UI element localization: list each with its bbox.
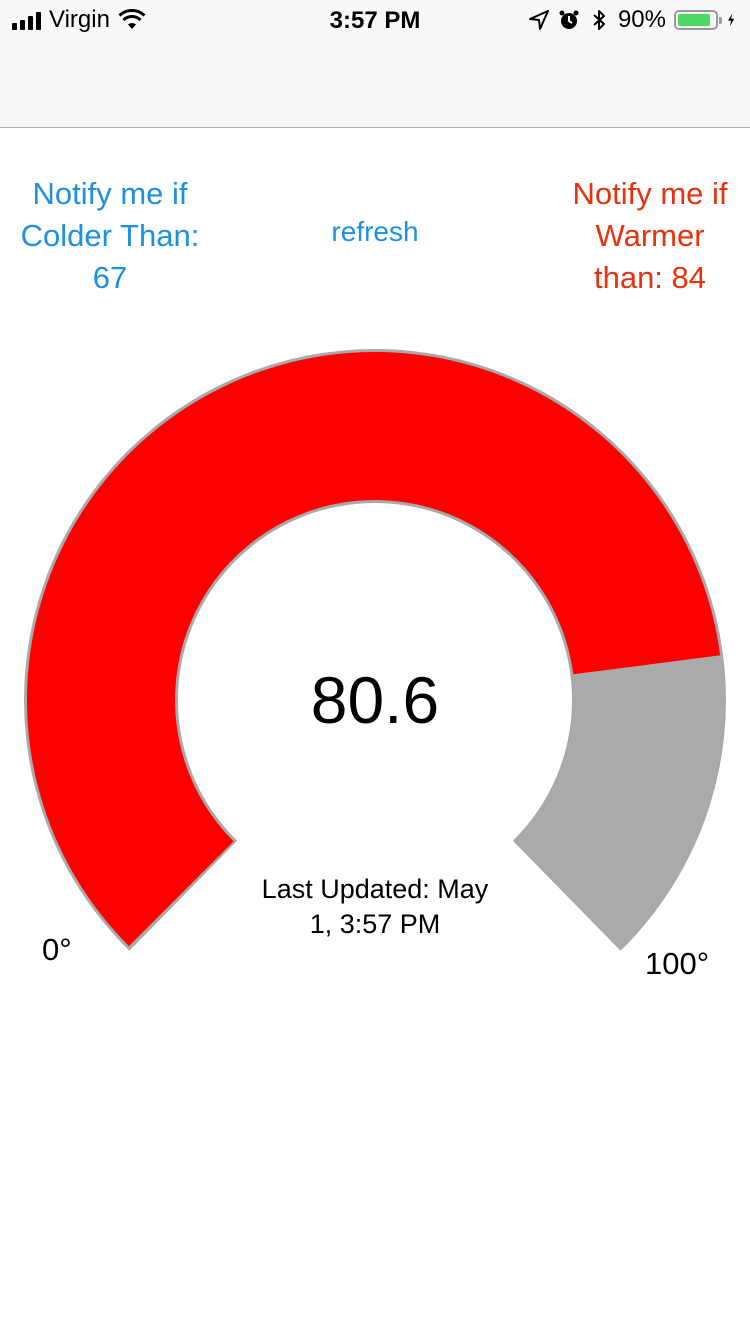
warmer-label-line2: Warmer [595,218,705,253]
last-updated-line1: Last Updated: May [261,874,489,904]
temperature-gauge [23,349,726,951]
gauge-max-label: 100° [645,946,710,981]
refresh-button[interactable]: refresh [300,216,450,248]
location-icon [528,10,549,30]
last-updated-text: Last Updated: May 1, 3:57 PM [225,872,525,942]
wifi-icon [118,9,146,29]
battery-percent: 90% [617,6,666,33]
colder-label-line2: Colder Than: [20,218,200,253]
colder-label-line1: Notify me if [32,176,188,211]
gauge-fill [27,352,721,947]
battery-level [678,14,711,26]
colder-value: 67 [92,260,128,295]
last-updated-line2: 1, 3:57 PM [309,909,441,939]
warmer-label-line1: Notify me if [572,176,728,211]
status-bar: Virgin 3:57 PM 90% [0,0,750,40]
status-time: 3:57 PM [329,7,421,34]
warmer-than-threshold[interactable]: Notify me if Warmer than: 84 [550,173,750,299]
temperature-reading: 80.6 [310,663,440,737]
warmer-value: than: 84 [593,260,707,295]
carrier-name: Virgin [49,6,110,33]
alarm-icon [559,10,579,29]
gauge-min-label: 0° [42,932,72,967]
colder-than-threshold[interactable]: Notify me if Colder Than: 67 [0,173,220,299]
battery-icon [674,10,722,30]
bluetooth-icon [593,10,605,30]
signal-icon [12,10,41,30]
charging-icon [727,13,735,27]
